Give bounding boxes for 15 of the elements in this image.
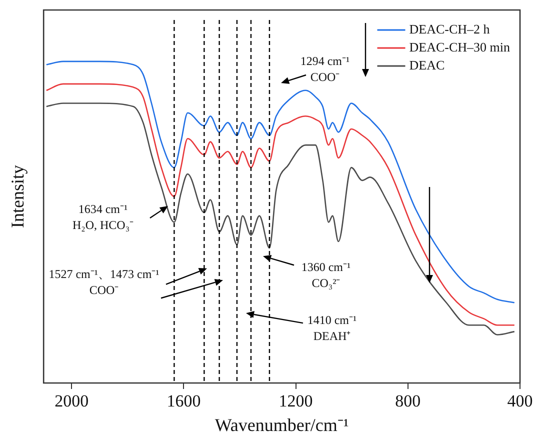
x-tick-label: 2000 xyxy=(54,392,89,411)
annotation: 1527 cm⁻¹、1473 cm⁻¹ COO⁻ xyxy=(48,266,160,298)
x-axis-title: Wavenumber/cm⁻¹ xyxy=(214,414,349,435)
annotation: 1360 cm⁻¹ CO₃²⁻ xyxy=(300,259,352,291)
legend-label: DEAC-CH–2 h xyxy=(409,21,490,36)
x-tick-label: 400 xyxy=(507,392,533,411)
legend-label: DEAC-CH–30 min xyxy=(409,39,510,54)
annotation: 1634 cm⁻¹ H₂O, HCO₃⁻ xyxy=(72,202,134,232)
legend-label: DEAC xyxy=(409,57,445,72)
annotation: 1410 cm⁻¹ DEAH⁺ xyxy=(306,312,358,344)
x-tick-label: 1200 xyxy=(278,392,313,411)
annotation: 1294 cm⁻¹ COO⁻ xyxy=(299,53,351,85)
x-tick-label: 800 xyxy=(395,392,421,411)
y-axis-title: Intensity xyxy=(8,165,28,228)
x-tick-label: 1600 xyxy=(166,392,201,411)
